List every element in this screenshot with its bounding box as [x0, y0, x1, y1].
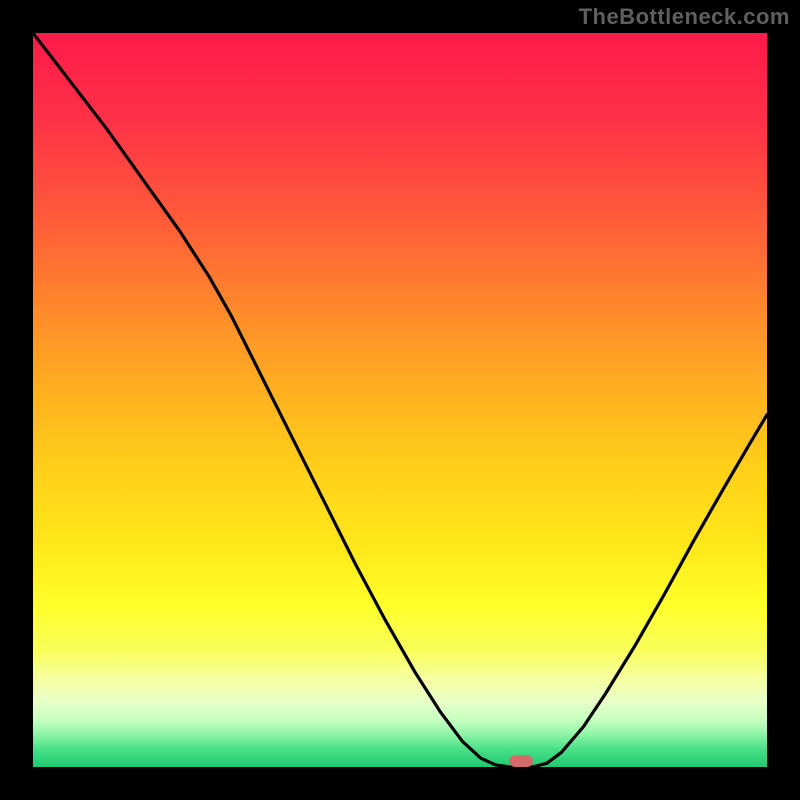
bottleneck-marker [509, 755, 532, 767]
background-gradient [33, 33, 767, 767]
chart-frame: TheBottleneck.com [0, 0, 800, 800]
plot-svg [33, 33, 767, 767]
plot-area [33, 33, 767, 767]
watermark-text: TheBottleneck.com [579, 4, 790, 30]
